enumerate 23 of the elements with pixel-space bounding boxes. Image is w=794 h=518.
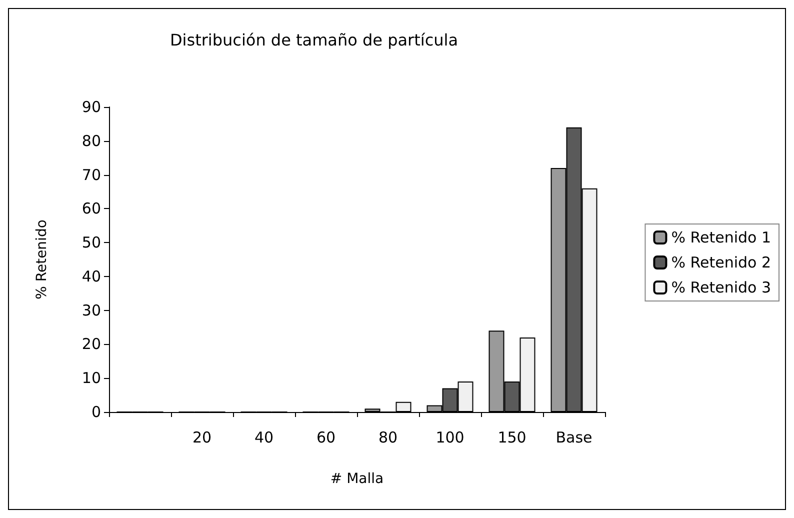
y-tick-label: 30: [82, 301, 101, 320]
y-tick-label: 40: [82, 267, 101, 286]
x-tick-label: 60: [316, 428, 336, 446]
legend-label: % Retenido 1: [671, 228, 772, 246]
y-tick-label: 50: [82, 234, 101, 252]
x-tick-label: 40: [254, 428, 274, 446]
y-tick-label: 70: [82, 166, 101, 184]
y-tick-label: 20: [82, 335, 101, 354]
y-tick-label: 90: [82, 98, 101, 116]
x-axis-title: # Malla: [330, 471, 384, 487]
x-tick-label: 20: [192, 428, 212, 446]
y-tick-label: 10: [82, 369, 101, 388]
y-axis-title: % Retenido: [34, 220, 50, 300]
legend-label: % Retenido 2: [671, 254, 772, 272]
legend-label: % Retenido 3: [671, 278, 772, 296]
y-tick-label: 80: [82, 132, 101, 150]
y-tick-label: 0: [91, 403, 101, 421]
x-tick-label: Base: [556, 428, 592, 446]
x-tick-label: 80: [378, 428, 398, 446]
y-tick-label: 60: [82, 200, 101, 218]
x-tick-label: 150: [498, 428, 526, 446]
chart-title: Distribución de tamaño de partícula: [170, 30, 458, 50]
x-tick-label: 100: [436, 428, 464, 446]
